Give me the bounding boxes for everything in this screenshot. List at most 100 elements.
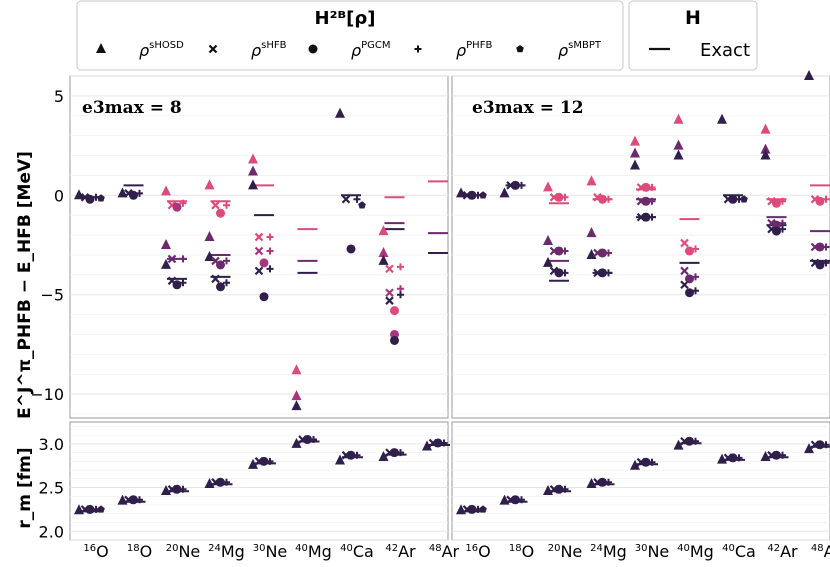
x-marker [385, 296, 394, 305]
circle-marker [772, 226, 781, 236]
circle-marker [685, 436, 694, 446]
plus-marker [779, 225, 786, 233]
circle-marker [172, 280, 182, 290]
plus-marker [353, 195, 361, 203]
triangle-marker [760, 149, 771, 160]
legend-title-h: H [685, 7, 701, 29]
circle-marker [685, 288, 694, 298]
triangle-marker [673, 149, 684, 160]
circle-marker [216, 208, 225, 218]
triangle-marker [630, 159, 640, 170]
circle-marker [216, 282, 225, 292]
circle-marker [641, 212, 651, 222]
panel-tl [69, 75, 449, 419]
plus-marker [735, 454, 743, 462]
legend: H²ᴮ[ρ] ρsHOSD ρsHFB ρPGCM ρPHFB ρsMBPT H Exa… [76, 0, 758, 71]
y-tick-label: 0 [54, 186, 64, 205]
plus-marker [223, 478, 230, 486]
circle-marker [511, 180, 520, 190]
circle-marker [641, 196, 651, 206]
plus-marker [179, 199, 187, 207]
x-marker [211, 200, 220, 210]
circle-marker [259, 258, 269, 268]
triangle-marker [804, 70, 814, 80]
triangle-marker [422, 440, 432, 451]
panel-br [451, 421, 830, 541]
plus-marker [518, 496, 525, 504]
annotation-e3max-12: e3max = 12 [472, 98, 584, 118]
x-tick-label: 42Ar [767, 542, 798, 561]
x-tick-label: 40Mg [295, 542, 332, 561]
triangle-marker [630, 147, 640, 158]
plus-marker [605, 249, 612, 257]
plus-marker [561, 193, 569, 201]
triangle-marker [74, 189, 84, 200]
x-tick-label: 24Mg [208, 542, 245, 561]
circle-marker [433, 438, 443, 448]
circle-marker [172, 202, 182, 212]
triangle-marker [630, 459, 640, 470]
y-tick-label: 2.0 [39, 522, 64, 541]
plus-marker [266, 233, 274, 241]
pentagon-marker [358, 201, 366, 209]
circle-marker [554, 484, 564, 494]
circle-marker [511, 495, 520, 505]
plus-marker [779, 451, 786, 459]
pentagon-marker [97, 505, 105, 513]
x-marker [385, 288, 394, 298]
circle-marker [129, 190, 138, 200]
circle-marker [303, 434, 312, 444]
plus-marker [266, 247, 274, 255]
triangle-marker [204, 231, 215, 242]
y-tick-label: 2.5 [39, 479, 64, 498]
circle-marker [390, 448, 399, 458]
triangle-marker [291, 437, 302, 448]
plus-marker [179, 279, 187, 287]
plus-marker [179, 255, 187, 263]
plus-marker [822, 195, 830, 203]
triangle-marker [543, 235, 553, 246]
circle-marker [815, 242, 825, 252]
plus-marker [648, 197, 656, 205]
triangle-marker [586, 175, 597, 186]
x-tick-label: 48Ar [811, 542, 830, 561]
circle-marker [346, 450, 356, 460]
legend-title-h2b: H²ᴮ[ρ] [315, 8, 376, 29]
triangle-marker [248, 153, 258, 164]
plus-marker [561, 269, 569, 277]
plus-marker [648, 183, 656, 191]
circle-marker [172, 484, 182, 494]
circle-marker [216, 260, 225, 270]
circle-marker [554, 192, 564, 202]
triangle-marker [291, 400, 302, 411]
circle-marker [390, 306, 399, 316]
plus-marker [692, 245, 699, 253]
plus-marker [310, 435, 317, 443]
triangle-marker [499, 187, 510, 198]
circle-marker [685, 274, 694, 284]
plus-marker [223, 279, 230, 287]
triangle-marker [673, 139, 684, 150]
plus-marker [179, 485, 187, 493]
circle-marker [259, 292, 269, 302]
circle-marker [85, 504, 95, 514]
x-tick-label: 20Ne [548, 542, 583, 561]
triangle-marker [378, 254, 389, 265]
x-tick-label: 16O [83, 542, 108, 561]
circle-marker [772, 450, 781, 460]
pentagon-marker [516, 45, 524, 53]
plus-marker [397, 449, 404, 457]
plus-marker [648, 213, 656, 221]
circle-marker [467, 504, 477, 514]
circle-marker [85, 194, 95, 204]
x-marker [254, 232, 264, 242]
x-marker [208, 44, 218, 54]
x-tick-label: 42Ar [385, 542, 416, 561]
circle-marker [598, 248, 607, 258]
plus-marker [397, 285, 404, 293]
x-tick-label: 30Ne [635, 542, 670, 561]
circle-marker [129, 495, 138, 505]
plus-marker [266, 457, 274, 465]
x-tick-label: 40Ca [722, 542, 756, 561]
triangle-marker [335, 107, 345, 118]
